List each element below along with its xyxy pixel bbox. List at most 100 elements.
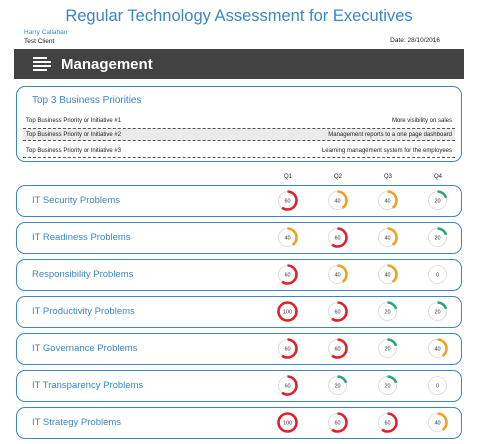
gauge-arc <box>327 412 348 433</box>
score-gauge-q1: 60 <box>277 375 298 396</box>
priority-row: Top Business Priority or Initiative #3 L… <box>23 145 455 158</box>
gauge-arc <box>427 190 448 211</box>
section-banner: Management <box>14 49 464 79</box>
gauge-arc <box>277 190 298 211</box>
score-gauge-q1: 60 <box>277 264 298 285</box>
menu-icon <box>33 57 51 72</box>
gauge-value: 40 <box>434 421 440 427</box>
score-gauge-q4: 40 <box>427 412 448 433</box>
gauge-value: 60 <box>334 347 340 353</box>
gauge-arc <box>327 338 348 359</box>
gauge-value: 60 <box>334 421 340 427</box>
gauge-arc <box>277 412 298 433</box>
problem-label: IT Strategy Problems <box>32 417 122 428</box>
gauge-arc <box>427 227 448 248</box>
quarter-header-q3: Q3 <box>383 174 392 180</box>
business-priorities-panel: Top 3 Business Priorities Top Business P… <box>16 86 462 162</box>
gauge-value: 20 <box>384 347 390 353</box>
gauge-arc <box>277 227 298 248</box>
score-gauge-q4: 20 <box>427 227 448 248</box>
score-gauge-q4: 0 <box>427 375 448 396</box>
quarter-header-q1: Q1 <box>283 174 292 180</box>
page-title: Regular Technology Assessment for Execut… <box>65 7 413 25</box>
score-gauge-q4: 20 <box>427 190 448 211</box>
priority-value: More visibility on sales <box>391 117 452 124</box>
score-gauge-q3: 40 <box>377 264 398 285</box>
score-gauge-q2: 60 <box>327 412 348 433</box>
score-gauge-q2: 60 <box>327 301 348 322</box>
problem-card: IT Transparency Problems 60 20 20 0 <box>16 370 462 402</box>
gauge-value: 40 <box>434 347 440 353</box>
gauge-value: 60 <box>284 384 290 390</box>
gauge-value: 40 <box>284 236 290 242</box>
score-gauge-q3: 40 <box>377 227 398 248</box>
gauge-value: 100 <box>283 310 292 316</box>
gauge-arc <box>277 264 298 285</box>
gauge-arc <box>377 412 398 433</box>
section-title: Management <box>61 55 153 73</box>
problem-card: IT Strategy Problems 100 60 60 40 <box>16 407 462 439</box>
gauge-value: 40 <box>384 199 390 205</box>
gauge-arc <box>427 301 448 322</box>
problem-label: IT Security Problems <box>32 195 120 206</box>
score-gauge-q2: 60 <box>327 227 348 248</box>
priority-row: Top Business Priority or Initiative #1 M… <box>23 114 455 127</box>
score-gauge-q3: 40 <box>377 190 398 211</box>
gauge-value: 20 <box>384 384 390 390</box>
gauge-track <box>428 265 447 284</box>
gauge-value: 40 <box>334 273 340 279</box>
gauge-arc <box>377 227 398 248</box>
gauge-arc <box>277 375 298 396</box>
score-gauge-q3: 60 <box>377 412 398 433</box>
score-gauge-q4: 40 <box>427 338 448 359</box>
problem-card: IT Productivity Problems 100 60 20 20 <box>16 296 462 328</box>
quarter-header-q4: Q4 <box>433 174 442 180</box>
gauge-arc <box>377 375 398 396</box>
score-gauge-q2: 40 <box>327 190 348 211</box>
gauge-arc <box>327 227 348 248</box>
problem-card: IT Readiness Problems 40 60 40 20 <box>16 222 462 254</box>
priority-value: Management reports to a one page dashboa… <box>328 131 452 138</box>
gauge-arc <box>427 338 448 359</box>
gauge-value: 60 <box>384 421 390 427</box>
gauge-value: 20 <box>434 310 440 316</box>
gauge-value: 0 <box>436 384 439 390</box>
gauge-arc <box>427 412 448 433</box>
score-gauge-q2: 60 <box>327 338 348 359</box>
gauge-arc <box>327 375 348 396</box>
gauge-track <box>428 376 447 395</box>
score-gauge-q1: 100 <box>277 301 298 322</box>
score-gauge-q3: 20 <box>377 301 398 322</box>
gauge-value: 20 <box>334 384 340 390</box>
gauge-arc <box>277 338 298 359</box>
score-gauge-q2: 20 <box>327 375 348 396</box>
gauge-value: 60 <box>284 199 290 205</box>
gauge-value: 40 <box>384 236 390 242</box>
report-date: Date: 28/10/2016 <box>390 37 440 44</box>
gauge-value: 60 <box>284 273 290 279</box>
score-gauge-q2: 40 <box>327 264 348 285</box>
gauge-arc <box>377 338 398 359</box>
score-gauge-q3: 20 <box>377 338 398 359</box>
gauge-value: 0 <box>436 273 439 279</box>
problem-label: IT Readiness Problems <box>32 232 131 243</box>
score-gauge-q1: 60 <box>277 338 298 359</box>
priority-value: Learning management system for the emplo… <box>321 148 452 154</box>
gauge-value: 100 <box>283 421 292 427</box>
score-gauge-q1: 40 <box>277 227 298 248</box>
gauge-arc <box>277 301 298 322</box>
score-gauge-q1: 60 <box>277 190 298 211</box>
problem-label: IT Productivity Problems <box>32 306 135 317</box>
gauge-value: 20 <box>434 236 440 242</box>
score-gauge-q1: 100 <box>277 412 298 433</box>
priorities-heading: Top 3 Business Priorities <box>32 95 142 106</box>
quarter-header-q2: Q2 <box>333 174 342 180</box>
gauge-value: 60 <box>334 236 340 242</box>
gauge-arc <box>377 190 398 211</box>
problem-label: IT Transparency Problems <box>32 380 144 391</box>
problem-label: IT Governance Problems <box>32 343 138 354</box>
priority-row: Top Business Priority or Initiative #2 M… <box>23 128 455 141</box>
gauge-value: 40 <box>384 273 390 279</box>
gauge-value: 20 <box>434 199 440 205</box>
score-gauge-q4: 0 <box>427 264 448 285</box>
